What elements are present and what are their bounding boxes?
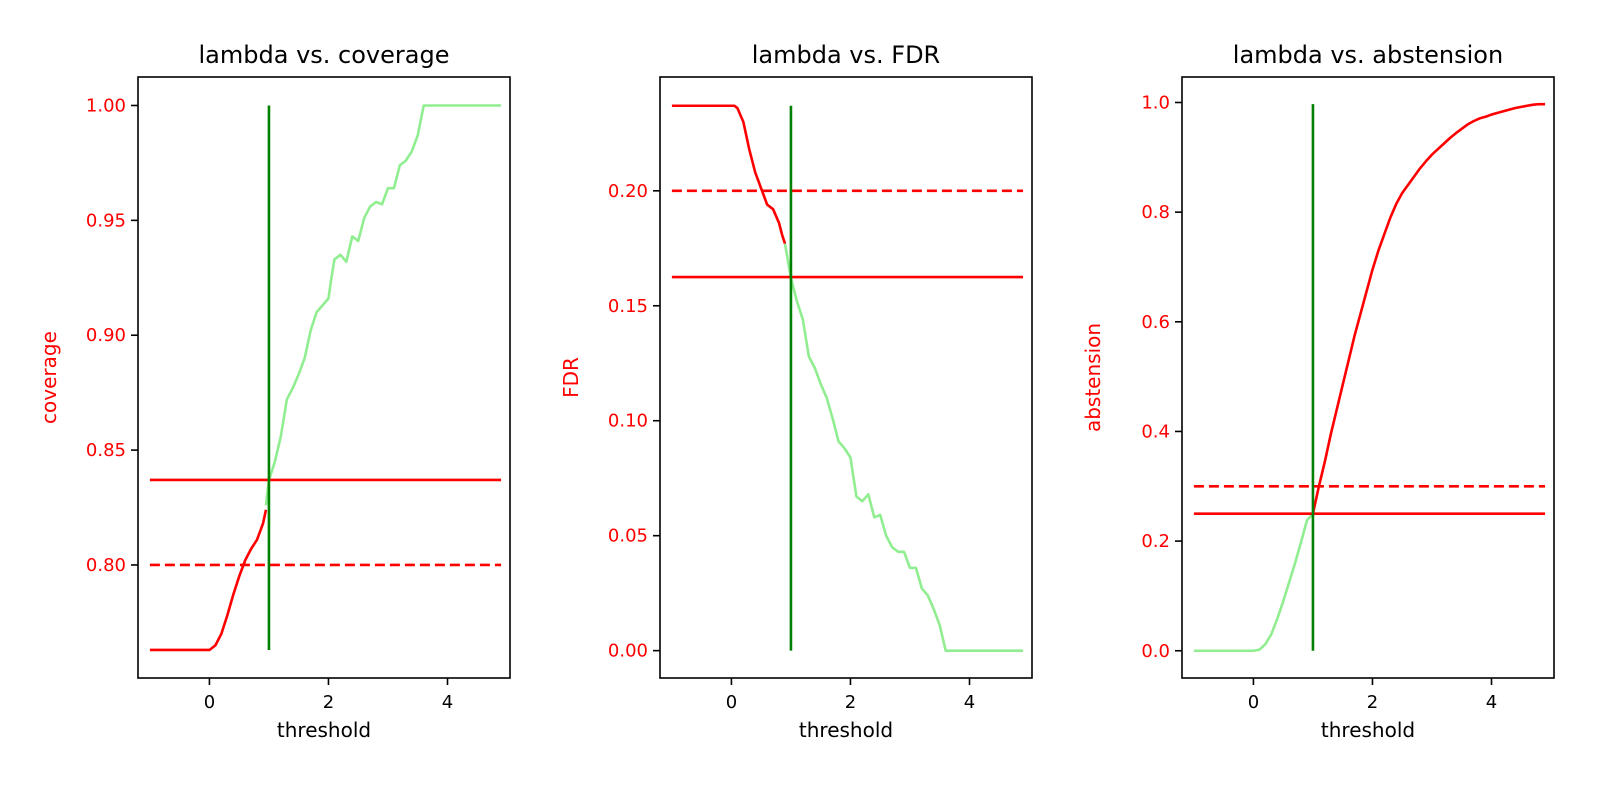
series-line-abstension-0 xyxy=(1193,512,1314,653)
y-tick-label-fdr-3: 0.15 xyxy=(608,296,648,317)
x-tick-label-coverage-0: 0 xyxy=(204,692,215,713)
y-tick-label-fdr-4: 0.20 xyxy=(608,181,648,202)
x-tick-label-abstension-1: 2 xyxy=(1367,692,1378,713)
y-tick-label-coverage-3: 0.95 xyxy=(86,210,126,231)
y-tick-label-abstension-1: 0.2 xyxy=(1141,531,1170,552)
y-tick-label-coverage-0: 0.80 xyxy=(86,555,126,576)
x-tick-label-abstension-0: 0 xyxy=(1248,692,1259,713)
y-tick-label-coverage-2: 0.90 xyxy=(86,325,126,346)
y-tick-label-fdr-2: 0.10 xyxy=(608,411,648,432)
chart-panel-abstension: 0 2 4 0.0 0.2 0.4 0.6 0.8 1.0 lambda vs. abstensi… xyxy=(1081,41,1555,742)
chart-title-fdr: lambda vs. FDR xyxy=(752,41,940,69)
y-axis-label-abstension: abstension xyxy=(1081,323,1105,432)
x-tick-label-abstension-2: 4 xyxy=(1486,692,1497,713)
chart-title-abstension: lambda vs. abstension xyxy=(1233,41,1503,69)
axes-frame-abstension xyxy=(1181,76,1555,679)
series-line-fdr-0 xyxy=(671,104,787,245)
chart-panel-fdr: 0 2 4 0.00 0.05 0.10 0.15 0.20 lambda vs. FDR thr… xyxy=(559,41,1033,742)
y-tick-label-abstension-2: 0.4 xyxy=(1141,421,1170,442)
axes-frame-fdr xyxy=(659,76,1033,679)
x-axis-label-coverage: threshold xyxy=(277,718,371,742)
y-tick-label-coverage-1: 0.85 xyxy=(86,440,126,461)
x-axis-label-abstension: threshold xyxy=(1321,718,1415,742)
axes-frame-coverage xyxy=(137,76,511,679)
x-tick-label-fdr-2: 4 xyxy=(964,692,975,713)
series-line-coverage-0 xyxy=(149,509,268,652)
series-line-fdr-1 xyxy=(783,243,1024,652)
x-tick-label-coverage-2: 4 xyxy=(442,692,453,713)
y-axis-label-coverage: coverage xyxy=(37,331,61,424)
y-tick-label-abstension-3: 0.6 xyxy=(1141,312,1170,333)
chart-panel-coverage: 0 2 4 0.80 0.85 0.90 0.95 1.00 lambda vs. covera… xyxy=(37,41,511,742)
series-line-coverage-1 xyxy=(264,104,502,506)
y-tick-label-fdr-1: 0.05 xyxy=(608,526,648,547)
y-tick-label-abstension-4: 0.8 xyxy=(1141,202,1170,223)
y-axis-label-fdr: FDR xyxy=(559,357,583,398)
x-axis-label-fdr: threshold xyxy=(799,718,893,742)
y-tick-label-fdr-0: 0.00 xyxy=(608,641,648,662)
y-tick-label-coverage-4: 1.00 xyxy=(86,95,126,116)
y-tick-label-abstension-5: 1.0 xyxy=(1141,92,1170,113)
x-tick-label-fdr-0: 0 xyxy=(726,692,737,713)
y-tick-label-abstension-0: 0.0 xyxy=(1141,641,1170,662)
chart-title-coverage: lambda vs. coverage xyxy=(199,41,450,69)
x-tick-label-coverage-1: 2 xyxy=(323,692,334,713)
x-tick-label-fdr-1: 2 xyxy=(845,692,856,713)
series-line-abstension-1 xyxy=(1311,102,1546,514)
